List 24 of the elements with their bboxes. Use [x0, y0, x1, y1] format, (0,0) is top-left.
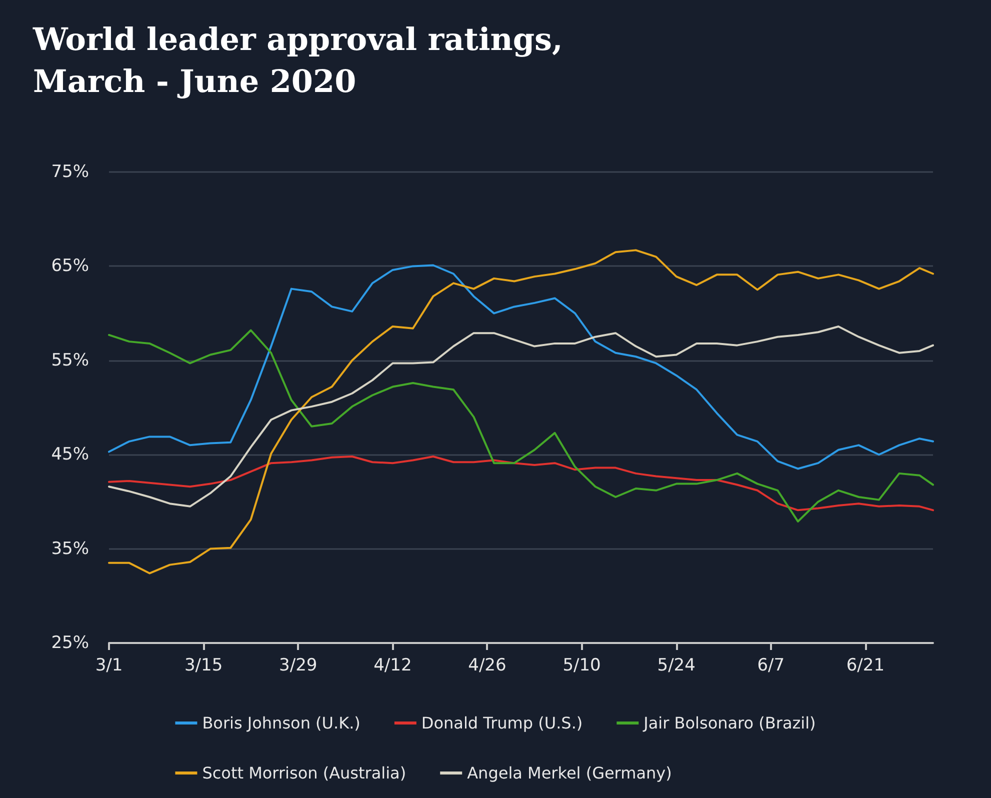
legend-label: Angela Merkel (Germany) [467, 764, 672, 782]
x-tick-label: 3/15 [184, 656, 223, 676]
line-series [108, 249, 934, 574]
legend-label: Scott Morrison (Australia) [202, 764, 406, 782]
x-tick-label: 6/21 [846, 656, 885, 676]
x-tick-label: 3/29 [279, 656, 318, 676]
y-tick-label: 25% [51, 633, 89, 653]
x-tick-label: 4/12 [374, 656, 412, 676]
y-tick-label: 75% [51, 162, 89, 182]
line-series [108, 455, 934, 512]
legend-label: Boris Johnson (U.K.) [202, 714, 360, 732]
line-series [108, 264, 934, 470]
y-tick-label: 55% [51, 350, 89, 370]
y-tick-label: 45% [51, 444, 89, 465]
x-tick-label: 5/10 [562, 656, 601, 676]
y-tick-label: 65% [51, 256, 89, 276]
legend-label: Jair Bolsonaro (Brazil) [642, 714, 816, 732]
y-tick-label: 35% [51, 538, 89, 559]
chart-title: World leader approval ratings, March - June 2020 [32, 22, 563, 100]
x-tick-label: 6/7 [757, 656, 785, 676]
legend-label: Donald Trump (U.S.) [421, 714, 583, 732]
x-tick-label: 3/1 [95, 656, 123, 676]
x-tick-label: 5/24 [657, 656, 696, 676]
x-tick-label: 4/26 [468, 656, 506, 676]
